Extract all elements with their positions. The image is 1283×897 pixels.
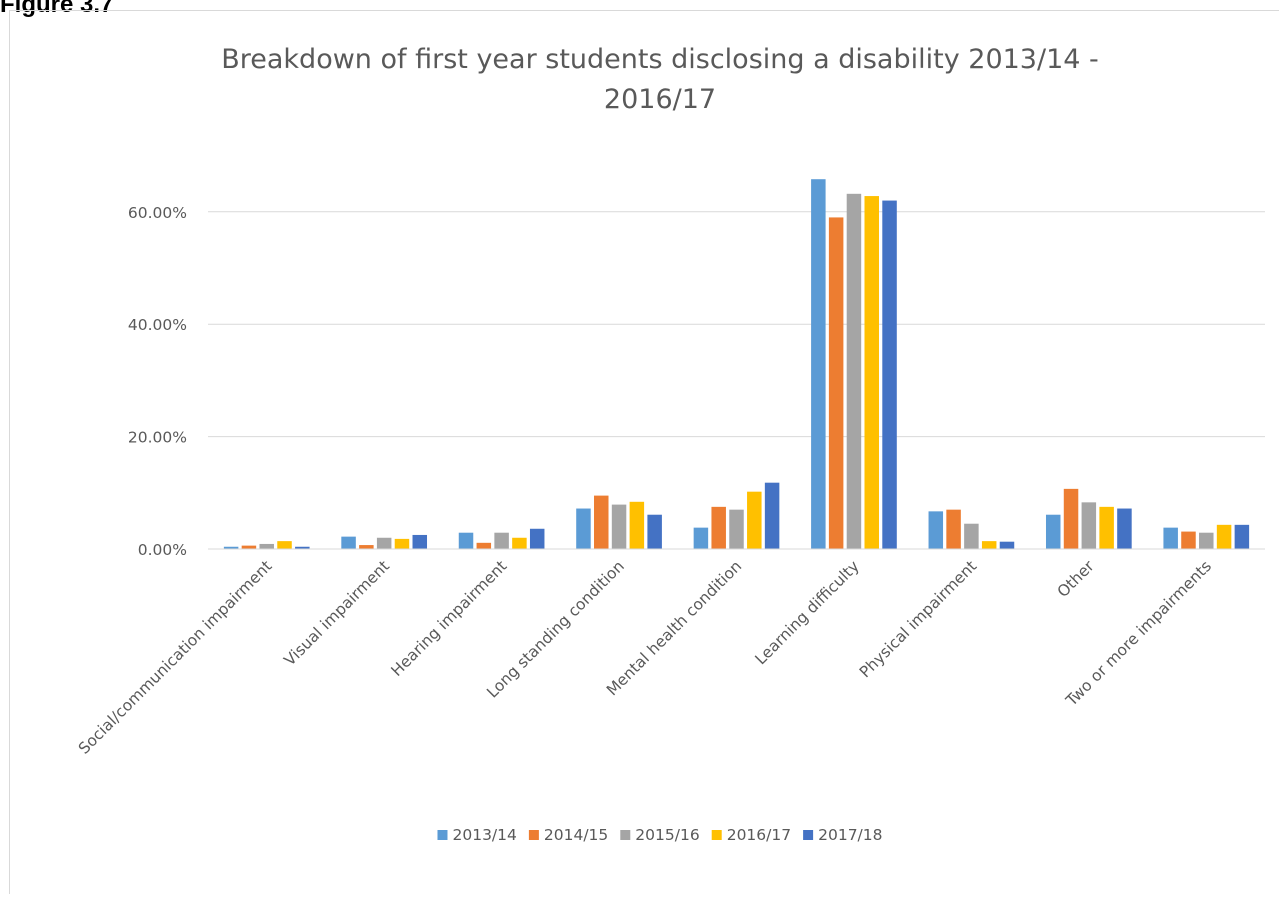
bar: [1063, 488, 1079, 549]
bar: [693, 527, 709, 549]
legend-swatch: [803, 830, 814, 840]
legend-label: 2017/18: [818, 826, 882, 844]
legend-swatch: [528, 830, 539, 840]
bars: [223, 179, 1250, 550]
legend-item: 2015/16: [620, 826, 700, 844]
legend-label: 2014/15: [544, 826, 608, 844]
x-category-label: Hearing impairment: [388, 557, 511, 680]
bar: [828, 217, 844, 550]
bar: [241, 545, 257, 549]
bar: [529, 528, 545, 549]
gridlines: [208, 211, 1265, 438]
bar: [277, 541, 292, 549]
bar: [1117, 508, 1132, 549]
chart-title-line-1: Breakdown of first year students disclos…: [221, 44, 1099, 75]
bar: [476, 542, 492, 549]
legend-label: 2015/16: [635, 826, 699, 844]
legend-item: 2017/18: [803, 826, 883, 844]
y-tick-label: 20.00%: [128, 429, 187, 447]
bar: [458, 532, 474, 549]
bar: [394, 538, 410, 549]
x-category-label: Visual impairment: [281, 557, 393, 669]
y-tick-label: 60.00%: [128, 204, 187, 222]
bar: [1099, 506, 1114, 549]
legend-swatch: [437, 830, 448, 840]
bar: [359, 545, 374, 549]
legend-item: 2013/14: [437, 826, 517, 844]
bar: [864, 196, 879, 549]
bar: [594, 495, 609, 549]
bar: [1045, 514, 1061, 549]
x-category-label: Learning difficulty: [752, 557, 863, 668]
x-category-label: Other: [1054, 557, 1098, 601]
x-category-label: Long standing condition: [483, 557, 627, 701]
legend-item: 2014/15: [528, 826, 608, 844]
bar: [764, 482, 780, 549]
bar: [981, 541, 997, 549]
x-category-label: Mental health condition: [603, 557, 745, 699]
chart-title-line-2: 2016/17: [604, 84, 716, 115]
y-tick-label: 0.00%: [138, 541, 187, 559]
x-category-label: Social/communication impairment: [75, 557, 276, 758]
bar: [295, 546, 310, 549]
bar: [964, 523, 979, 549]
bar: [811, 179, 826, 550]
figure-label: Figure 3.7: [0, 0, 114, 18]
bar: [223, 546, 239, 549]
legend: 2013/14 2014/15 2015/16 2016/17 2017/18: [437, 826, 883, 844]
bar: [629, 501, 645, 549]
bar: [729, 509, 744, 549]
bar: [747, 491, 762, 549]
bar: [928, 511, 944, 549]
legend-item: 2016/17: [711, 826, 791, 844]
bar: [341, 536, 356, 549]
bar: [611, 504, 627, 549]
x-axis-category-labels: Social/communication impairment Visual im…: [75, 557, 1215, 758]
bar: [846, 193, 862, 550]
x-category-label: Physical impairment: [856, 557, 980, 681]
legend-label: 2016/17: [727, 826, 791, 844]
bar: [1199, 532, 1214, 549]
chart-frame: [9, 10, 1279, 894]
bar: [576, 508, 591, 549]
bar: [512, 537, 527, 549]
legend-swatch: [620, 830, 631, 840]
bar: [412, 534, 428, 549]
bar: [259, 543, 274, 549]
bar: [946, 509, 961, 549]
bar: [1181, 531, 1196, 549]
legend-swatch: [711, 830, 722, 840]
bar: [1163, 527, 1178, 549]
bar: [1234, 524, 1250, 549]
legend-label: 2013/14: [452, 826, 516, 844]
bar: [376, 537, 392, 549]
y-axis-ticks: 0.00% 20.00% 40.00% 60.00%: [128, 204, 187, 559]
bar: [711, 506, 726, 549]
y-tick-label: 40.00%: [128, 316, 187, 334]
bar: [999, 541, 1015, 549]
bar: [1216, 524, 1232, 549]
bar: [1081, 502, 1097, 549]
bar: [494, 532, 509, 549]
bar: [882, 200, 897, 549]
bar: [647, 514, 662, 549]
